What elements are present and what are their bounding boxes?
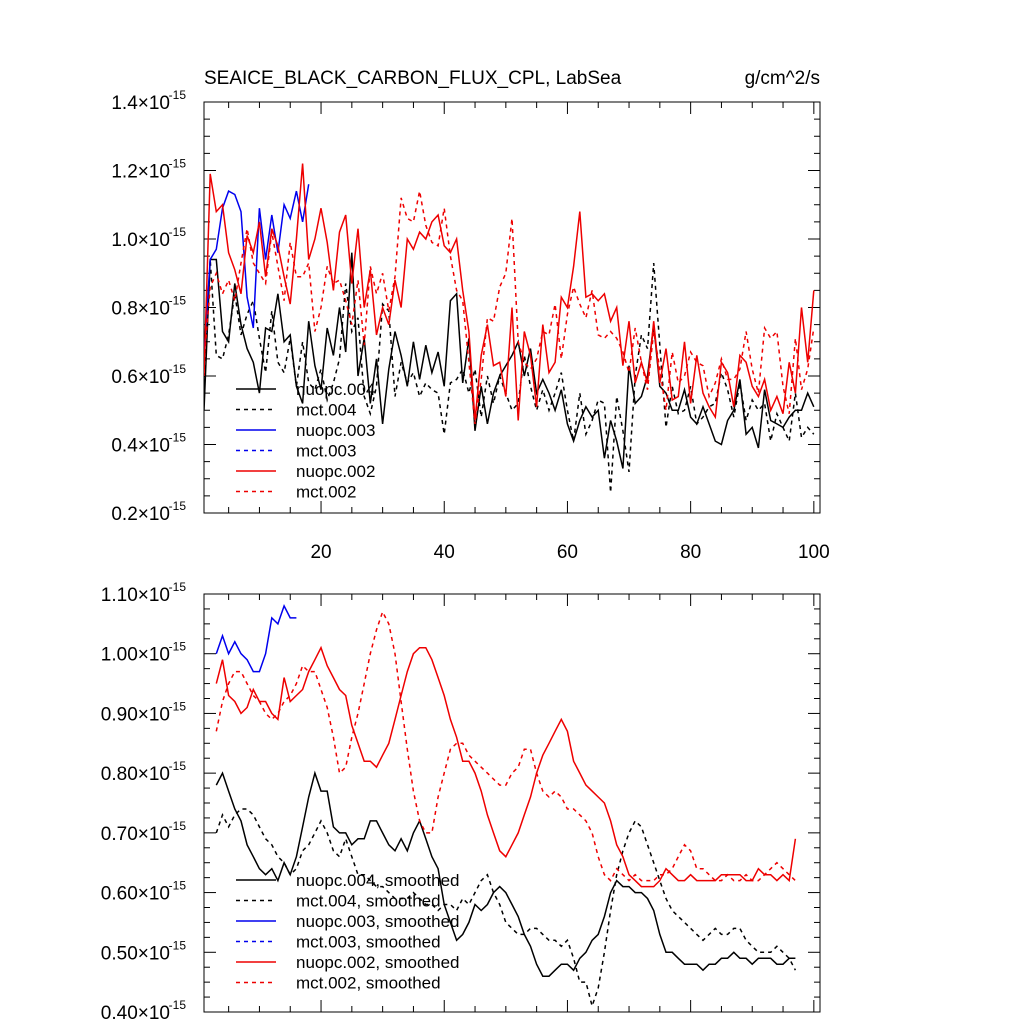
y-tick-label: 0.60×10 bbox=[101, 884, 170, 905]
chart-panel-raw: 0.2×10-150.4×10-150.6×10-150.8×10-151.0×… bbox=[111, 68, 829, 563]
series-line-nuopc-003-smoothed bbox=[215, 603, 297, 673]
legend-label: mct.003 bbox=[296, 442, 356, 461]
y-tick-label: 1.2×10 bbox=[111, 162, 170, 183]
series-line-mct-004 bbox=[204, 259, 815, 493]
y-tick-label: 1.10×10 bbox=[101, 585, 170, 606]
y-tick-mantissa: 0.90×10 bbox=[101, 704, 170, 725]
legend-label: nuopc.004 bbox=[296, 380, 375, 399]
y-tick-exponent: -15 bbox=[169, 699, 187, 713]
y-tick-exponent: -15 bbox=[169, 819, 187, 833]
y-tick-label: 0.70×10 bbox=[101, 824, 170, 845]
y-tick-exponent: -15 bbox=[169, 225, 187, 239]
legend-label: nuopc.003 bbox=[296, 421, 375, 440]
y-tick-exponent: -15 bbox=[169, 499, 187, 513]
chart-units: g/cm^2/s bbox=[745, 68, 820, 89]
y-tick-mantissa: 1.00×10 bbox=[101, 645, 170, 666]
y-tick-exponent: -15 bbox=[169, 431, 187, 445]
y-tick-mantissa: 0.8×10 bbox=[111, 299, 170, 320]
y-tick-label: 1.0×10 bbox=[111, 230, 170, 251]
y-tick-mantissa: 0.2×10 bbox=[111, 504, 170, 525]
y-tick-label: 1.4×10 bbox=[111, 93, 170, 114]
y-tick-exponent: -15 bbox=[169, 88, 187, 102]
y-tick-exponent: -15 bbox=[169, 362, 187, 376]
y-tick-exponent: -15 bbox=[169, 759, 187, 773]
y-tick-exponent: -15 bbox=[169, 998, 187, 1012]
y-tick-label: 0.50×10 bbox=[101, 943, 170, 964]
y-tick-mantissa: 0.4×10 bbox=[111, 436, 170, 457]
y-tick-label: 1.00×10 bbox=[101, 645, 170, 666]
legend-label: nuopc.002, smoothed bbox=[296, 953, 460, 972]
y-tick-label: 0.90×10 bbox=[101, 704, 170, 725]
y-tick-mantissa: 1.10×10 bbox=[101, 585, 170, 606]
legend-label: nuopc.004, smoothed bbox=[296, 871, 460, 890]
y-tick-mantissa: 0.50×10 bbox=[101, 943, 170, 964]
y-tick-exponent: -15 bbox=[169, 580, 187, 594]
y-tick-exponent: -15 bbox=[169, 640, 187, 654]
y-tick-label: 0.4×10 bbox=[111, 436, 170, 457]
y-tick-exponent: -15 bbox=[169, 879, 187, 893]
series-line-nuopc-002-smoothed bbox=[215, 645, 797, 888]
x-tick-label: 60 bbox=[557, 542, 578, 563]
legend-label: nuopc.003, smoothed bbox=[296, 912, 460, 931]
series-line-nuopc-004-smoothed bbox=[215, 770, 796, 977]
y-tick-exponent: -15 bbox=[169, 294, 187, 308]
legend-label: mct.002, smoothed bbox=[296, 974, 441, 993]
y-tick-exponent: -15 bbox=[169, 938, 187, 952]
y-tick-mantissa: 0.6×10 bbox=[111, 367, 170, 388]
series-line-mct-002 bbox=[204, 190, 815, 425]
y-tick-mantissa: 0.40×10 bbox=[101, 1003, 170, 1024]
y-tick-mantissa: 0.70×10 bbox=[101, 824, 170, 845]
y-tick-label: 0.2×10 bbox=[111, 504, 170, 525]
chart-panel-smoothed: 0.40×10-150.50×10-150.60×10-150.70×10-15… bbox=[101, 580, 821, 1024]
series-line-nuopc-003 bbox=[204, 184, 310, 356]
series-line-mct-002-smoothed bbox=[215, 609, 796, 882]
x-tick-label: 20 bbox=[310, 542, 331, 563]
y-tick-label: 0.6×10 bbox=[111, 367, 170, 388]
series-line-nuopc-002 bbox=[204, 163, 815, 421]
y-tick-exponent: -15 bbox=[169, 157, 187, 171]
y-tick-mantissa: 0.60×10 bbox=[101, 884, 170, 905]
y-tick-mantissa: 1.0×10 bbox=[111, 230, 170, 251]
y-tick-mantissa: 0.80×10 bbox=[101, 764, 170, 785]
y-tick-mantissa: 1.2×10 bbox=[111, 162, 170, 183]
legend-label: mct.003, smoothed bbox=[296, 933, 441, 952]
legend-label: mct.004, smoothed bbox=[296, 892, 441, 911]
y-tick-label: 0.8×10 bbox=[111, 299, 170, 320]
y-tick-label: 0.80×10 bbox=[101, 764, 170, 785]
y-tick-mantissa: 1.4×10 bbox=[111, 93, 170, 114]
legend-label: mct.004 bbox=[296, 401, 356, 420]
legend-label: nuopc.002 bbox=[296, 462, 375, 481]
x-tick-label: 80 bbox=[680, 542, 701, 563]
x-tick-label: 40 bbox=[434, 542, 455, 563]
x-tick-label: 100 bbox=[798, 542, 830, 563]
series-line-mct-004-smoothed bbox=[215, 808, 797, 1009]
y-tick-label: 0.40×10 bbox=[101, 1003, 170, 1024]
legend-label: mct.002 bbox=[296, 483, 356, 502]
chart-title: SEAICE_BLACK_CARBON_FLUX_CPL, LabSea bbox=[204, 68, 622, 89]
